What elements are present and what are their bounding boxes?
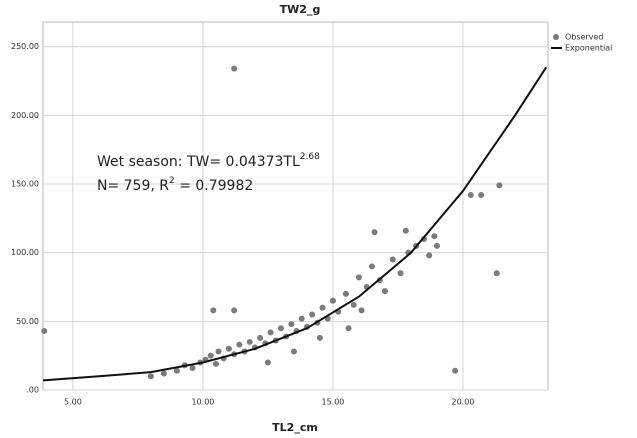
y-tick-label: 50.00 [16, 317, 39, 326]
point [358, 307, 365, 314]
point [397, 270, 404, 277]
legend-label: Exponential [565, 44, 612, 53]
annotation: N= 759, R2 = 0.79982 [97, 176, 253, 195]
point [207, 352, 214, 359]
point [288, 321, 295, 328]
annotation-part: N= 759, R [97, 178, 169, 194]
annotation-part: 2 [169, 176, 175, 186]
legend-marker [553, 34, 559, 40]
point [147, 373, 154, 380]
y-tick-label: 250.00 [11, 42, 39, 51]
point [231, 307, 238, 314]
point [215, 348, 222, 355]
point [246, 338, 253, 345]
point [225, 345, 232, 352]
x-tick-label: 20.00 [452, 398, 475, 407]
point [452, 367, 459, 374]
annotation-part: = 0.79982 [175, 178, 254, 194]
y-tick-label: 200.00 [11, 111, 39, 120]
chart-title: TW2_g [280, 3, 321, 16]
point [277, 325, 284, 332]
plot-area [42, 21, 549, 391]
point [493, 270, 500, 277]
point [316, 334, 323, 341]
point [290, 348, 297, 355]
point [210, 307, 217, 314]
point [426, 252, 433, 259]
point [496, 182, 503, 189]
annotation-part: 2.68 [300, 152, 320, 162]
point [309, 311, 316, 318]
point [355, 274, 362, 281]
x-tick-label: 10.00 [191, 398, 214, 407]
point [381, 288, 388, 295]
point [257, 334, 264, 341]
point [431, 233, 438, 240]
point [267, 329, 274, 336]
fit-curve [42, 66, 548, 382]
point [345, 325, 352, 332]
point [342, 290, 349, 297]
point [319, 304, 326, 311]
point [402, 227, 409, 234]
point [467, 192, 474, 199]
point [298, 315, 305, 322]
annotation: Wet season: TW= 0.04373TL2.68 [97, 152, 320, 171]
point [189, 365, 196, 372]
point [478, 192, 485, 199]
x-axis-label: TL2_cm [272, 421, 318, 434]
point [160, 370, 167, 377]
annotation-part: Wet season: TW= 0.04373TL [97, 154, 300, 170]
point [368, 263, 375, 270]
y-tick-label: .00 [26, 386, 39, 395]
point [231, 65, 238, 72]
point [329, 297, 336, 304]
point [236, 341, 243, 348]
point [212, 360, 219, 367]
point [350, 301, 357, 308]
x-tick-label: 15.00 [321, 398, 344, 407]
point [433, 242, 440, 249]
point [389, 256, 396, 263]
y-tick-label: 100.00 [11, 248, 39, 257]
y-tick-label: 150.00 [11, 180, 39, 189]
point [173, 367, 180, 374]
legend-label: Observed [565, 33, 604, 42]
x-tick-label: 5.00 [64, 398, 82, 407]
point [264, 359, 271, 366]
point [41, 327, 48, 334]
point [371, 229, 378, 236]
